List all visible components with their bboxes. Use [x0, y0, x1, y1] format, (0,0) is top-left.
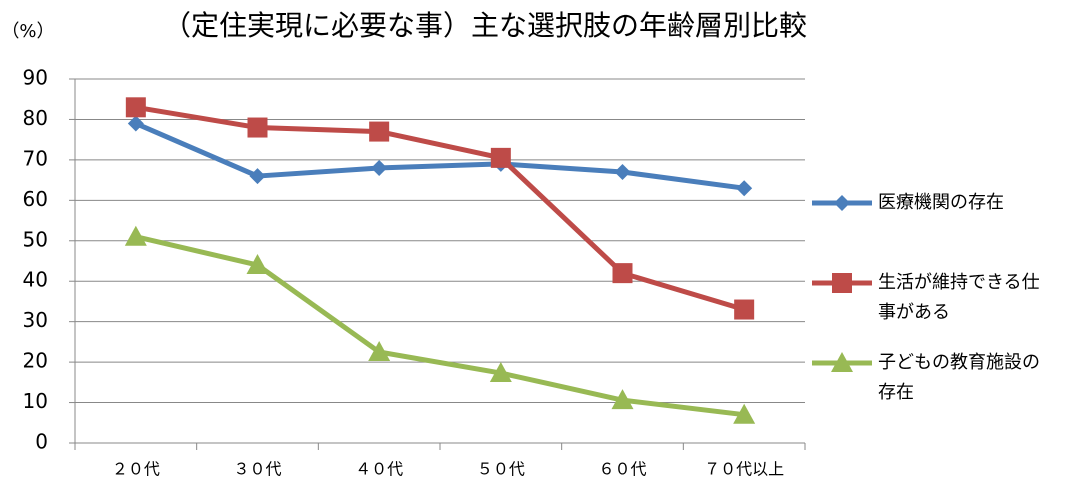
data-point	[249, 168, 266, 185]
data-point	[125, 97, 146, 118]
data-point	[369, 121, 390, 142]
data-point	[734, 299, 755, 320]
data-point	[611, 389, 634, 410]
x-tick-label: ７０代以上	[704, 460, 784, 479]
y-tick-label: 50	[23, 227, 48, 251]
x-tick-label: ３０代	[233, 460, 281, 479]
y-tick-label: 0	[35, 430, 48, 454]
x-tick-label: ５０代	[477, 460, 525, 479]
series-line	[134, 121, 745, 191]
data-point	[489, 362, 512, 383]
y-tick-label: 90	[23, 66, 48, 90]
legend-label: 生活が維持できる仕事がある	[878, 272, 1040, 323]
data-point	[368, 341, 391, 361]
chart-title: （定住実現に必要な事）主な選択肢の年齢層別比較	[163, 9, 807, 42]
x-tick-label: ４０代	[355, 460, 403, 479]
y-tick-label: 20	[23, 349, 48, 373]
series-line	[135, 104, 745, 312]
legend-label: 医療機関の存在	[878, 192, 1004, 213]
y-tick-label: 10	[23, 389, 48, 413]
data-point	[246, 254, 269, 275]
legend-label: 子どもの教育施設の存在	[878, 352, 1040, 403]
y-tick-label: 30	[23, 308, 48, 332]
y-tick-label: 40	[23, 268, 48, 292]
data-point	[612, 263, 633, 284]
data-point	[247, 117, 268, 138]
legend-marker	[834, 195, 850, 211]
data-point	[490, 147, 511, 168]
y-tick-label: 60	[23, 187, 48, 211]
y-tick-label: 80	[23, 106, 48, 130]
legend-marker	[831, 352, 853, 372]
y-tick-label: 70	[23, 146, 48, 170]
legend-marker	[832, 273, 852, 293]
x-tick-label: ６０代	[598, 460, 646, 479]
data-point	[736, 180, 753, 197]
data-point	[733, 403, 756, 424]
series-line	[135, 234, 745, 418]
data-point	[124, 225, 147, 246]
y-axis-label: （%）	[1, 21, 54, 42]
data-point	[127, 115, 144, 132]
x-tick-label: ２０代	[112, 460, 160, 479]
data-point	[614, 164, 631, 181]
data-point	[371, 159, 388, 176]
